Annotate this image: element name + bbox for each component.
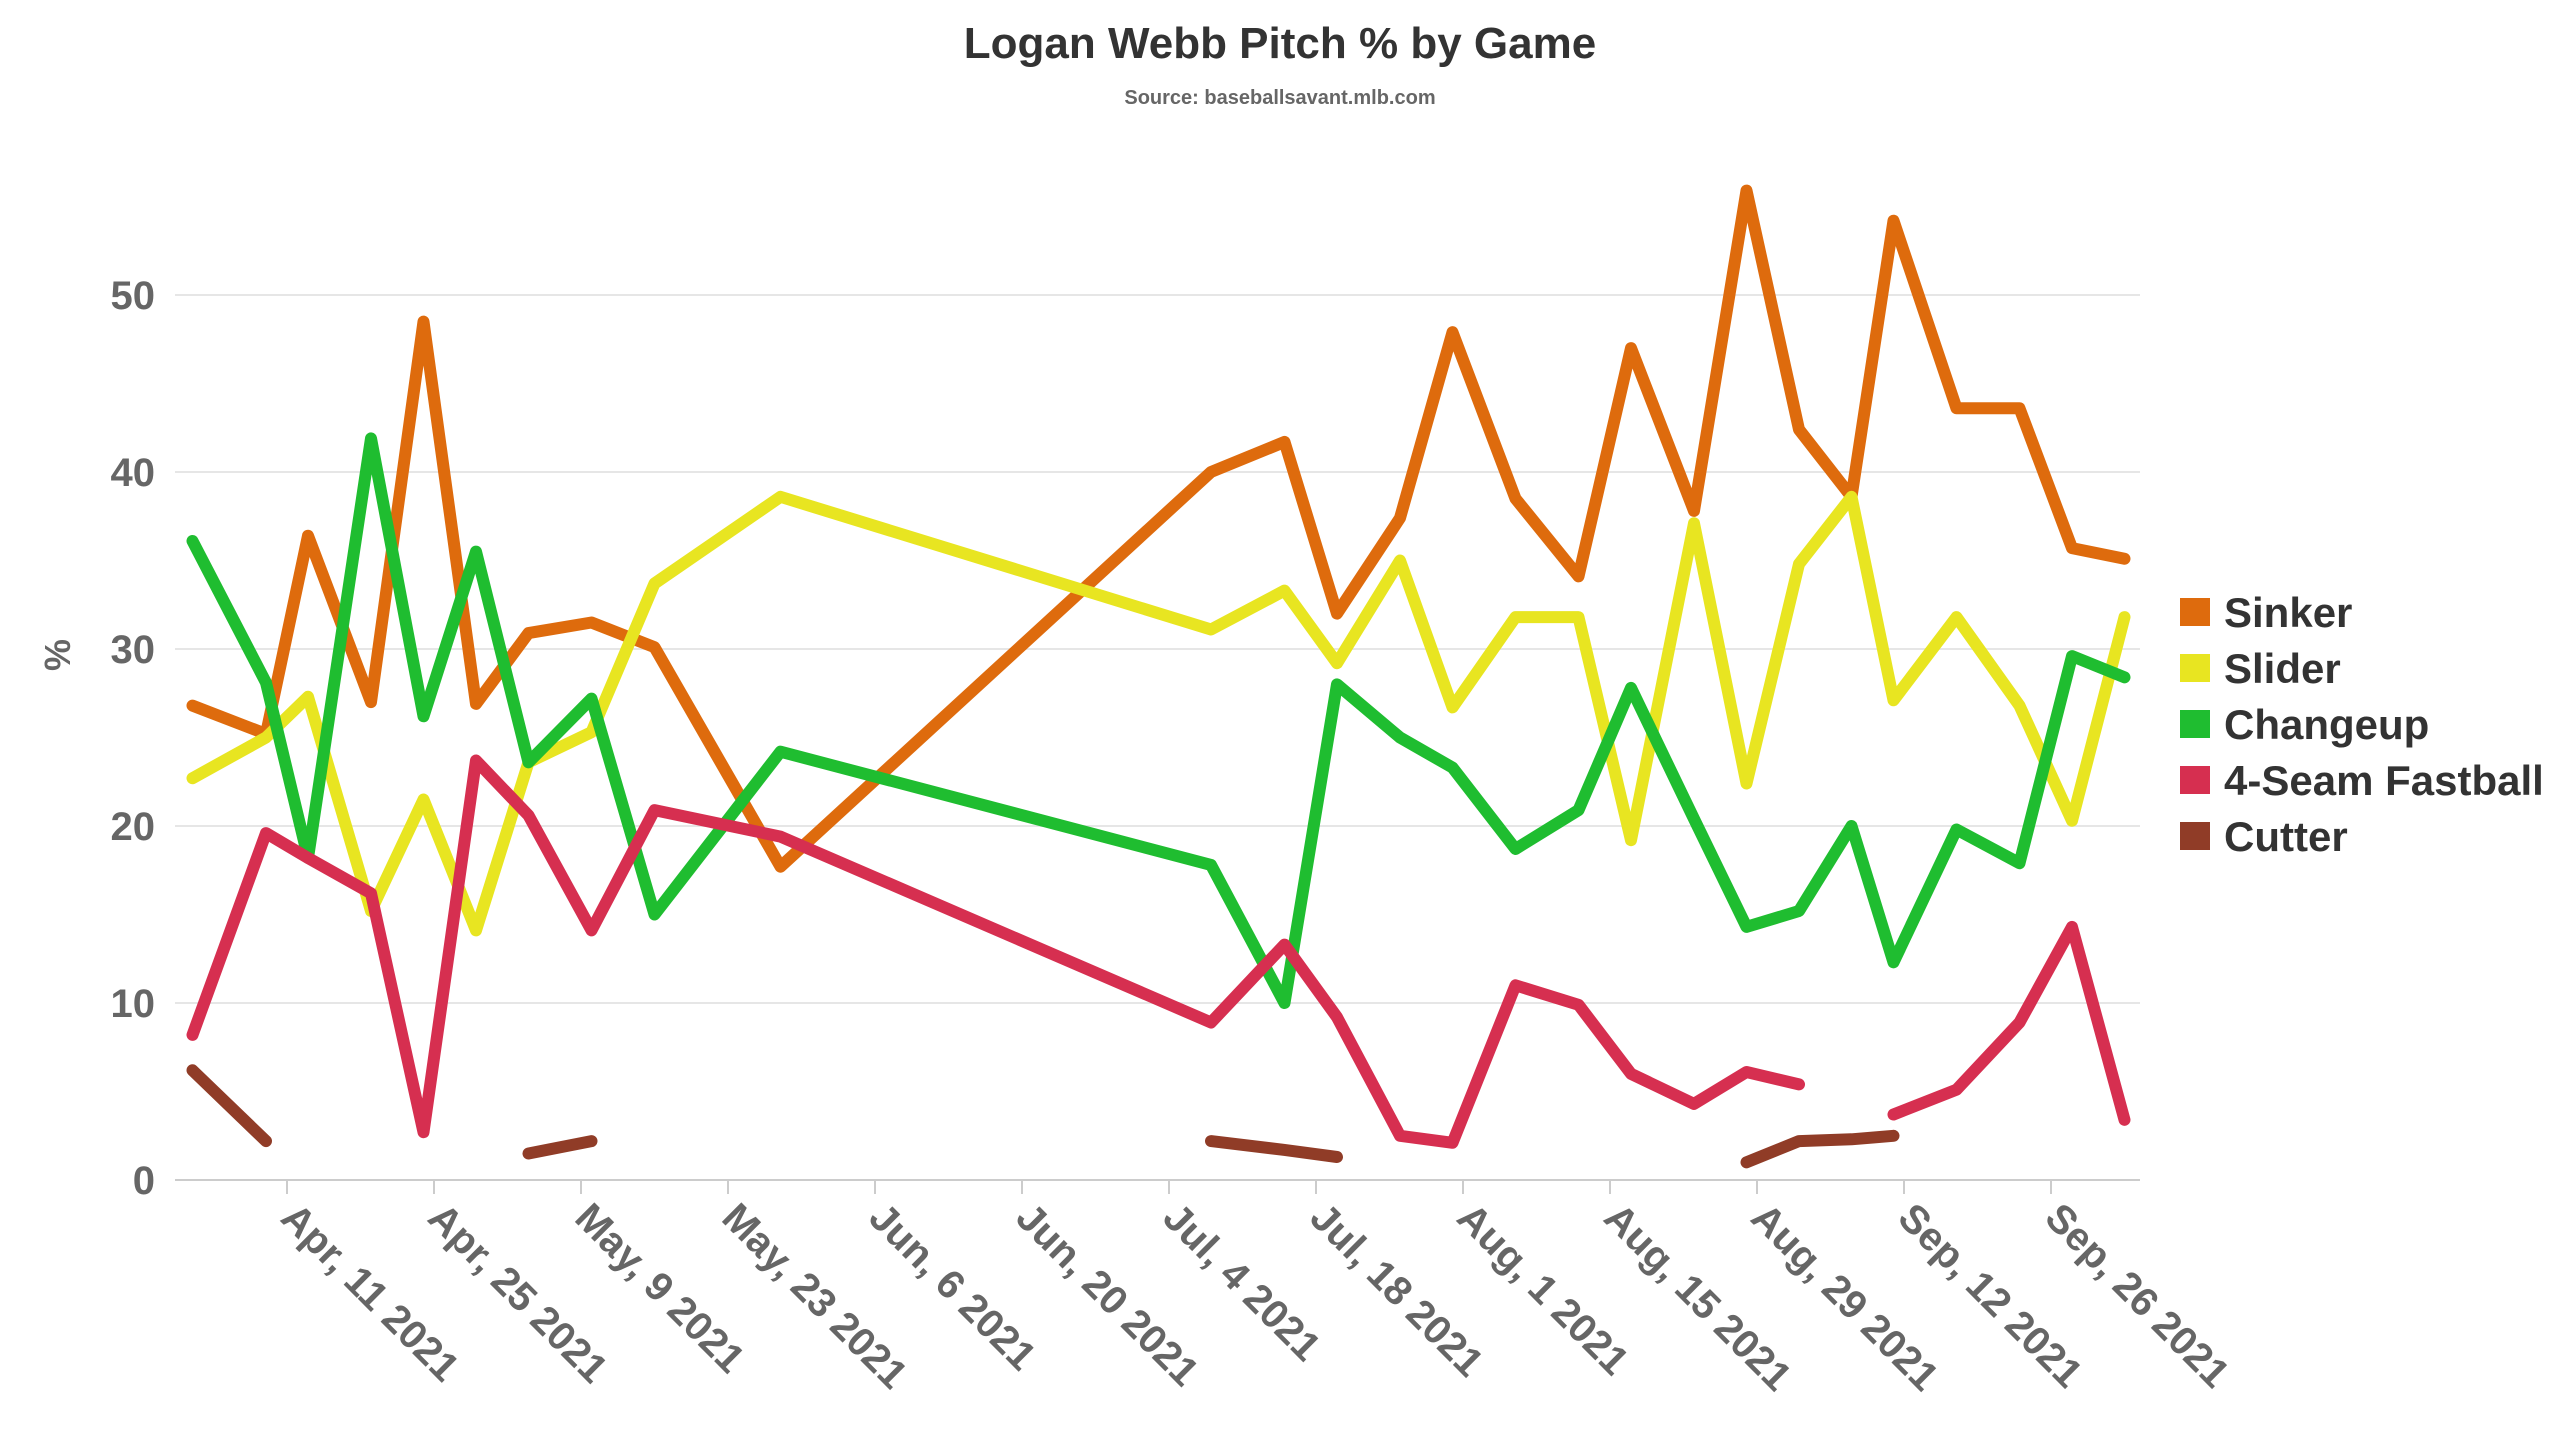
series-4-seam-fastball [186,754,2131,1149]
y-tick-label: 10 [111,982,156,1026]
legend-swatch [2180,822,2210,850]
series-line-segment [186,754,1805,1149]
legend-item[interactable]: Slider [2180,645,2341,692]
series-line-segment [1887,920,2131,1126]
series-line-segment [1740,1129,1900,1169]
y-tick-label: 40 [111,451,156,495]
series-changeup [186,432,2131,1009]
series-line-segment [1205,1135,1343,1163]
legend-item[interactable]: 4-Seam Fastball [2180,757,2544,804]
y-axis-label: % [37,639,78,671]
legend-item[interactable]: Cutter [2180,813,2348,860]
series-slider [186,490,2131,937]
legend-swatch [2180,598,2210,626]
y-tick-label: 30 [111,628,156,672]
series-line-segment [186,184,2131,873]
series-line-segment [186,1064,272,1148]
chart-title: Logan Webb Pitch % by Game [964,19,1596,68]
legend-item[interactable]: Changeup [2180,701,2429,748]
series-lines [186,184,2131,1169]
y-tick-label: 50 [111,274,156,318]
legend-label: Changeup [2224,701,2429,748]
legend-label: 4-Seam Fastball [2224,757,2544,804]
series-line-segment [186,490,2131,937]
legend-swatch [2180,766,2210,794]
y-axis-ticks: 0 10 20 30 40 50 [111,274,156,1203]
y-tick-label: 20 [111,805,156,849]
series-sinker [186,184,2131,873]
y-tick-label: 0 [133,1159,155,1203]
legend-label: Sinker [2224,589,2352,636]
legend-swatch [2180,654,2210,682]
series-line-segment [186,432,2131,1009]
chart-subtitle: Source: baseballsavant.mlb.com [1124,87,1435,109]
legend-label: Slider [2224,645,2341,692]
legend[interactable]: Sinker Slider Changeup 4-Seam Fastball Cutte… [2180,589,2544,860]
series-line-segment [522,1135,598,1160]
legend-label: Cutter [2224,813,2348,860]
legend-swatch [2180,710,2210,738]
legend-item[interactable]: Sinker [2180,589,2352,636]
series-cutter [186,1064,1900,1169]
